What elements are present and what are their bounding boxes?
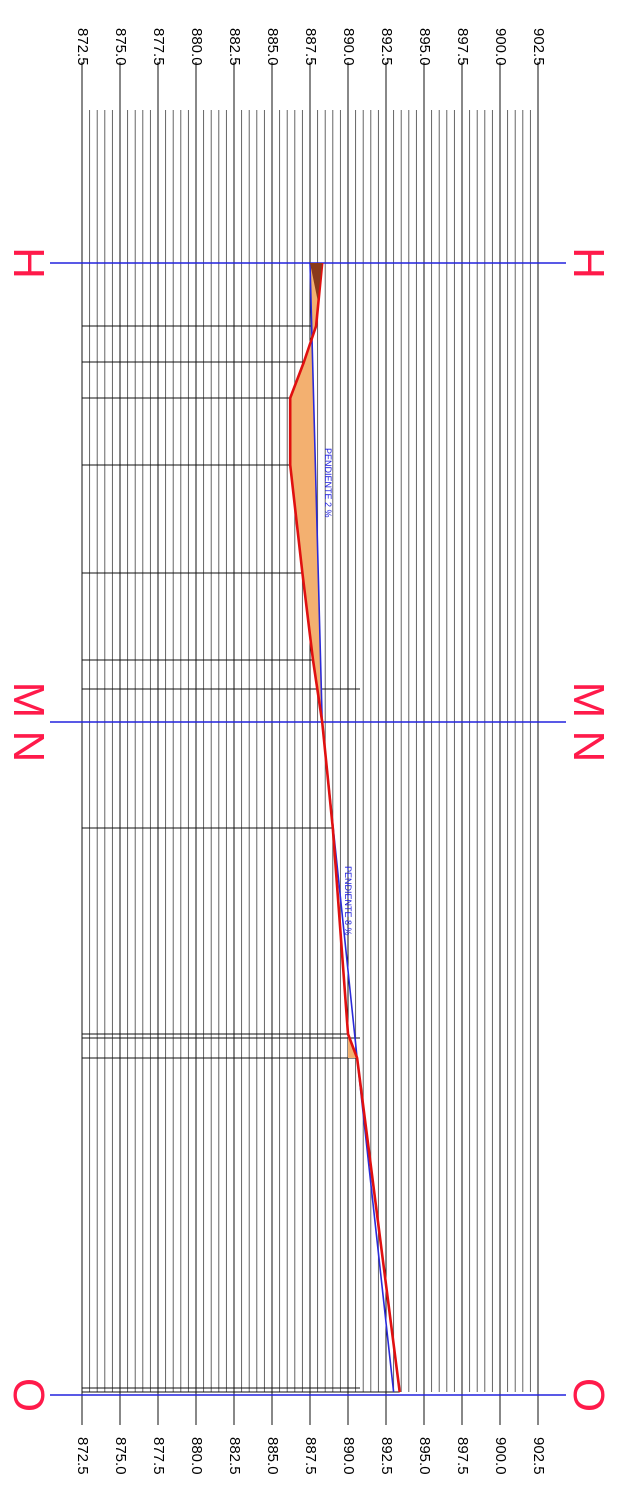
elevation-tick-label-top: 877.5	[150, 28, 167, 66]
elevation-tick-label-top: 885.0	[264, 28, 281, 66]
elevation-tick-label-bottom: 900.0	[492, 1437, 509, 1475]
station-label-right: H	[564, 247, 613, 279]
station-layer: H H M N M N O O	[4, 247, 613, 1412]
start-wedge	[310, 263, 323, 300]
elevation-tick-label-top: 892.5	[378, 28, 395, 66]
elevation-tick-label-top: 890.0	[340, 28, 357, 66]
elevation-tick-label-top: 882.5	[226, 28, 243, 66]
elevation-tick-label-bottom: 892.5	[378, 1437, 395, 1475]
station-label-right: O	[564, 1378, 613, 1412]
slope-annotation-2pct: PENDIENTE 2 %	[323, 448, 333, 518]
elevation-tick-label-bottom: 885.0	[264, 1437, 281, 1475]
elevation-tick-label-bottom: 902.5	[530, 1437, 547, 1475]
section-row-lines	[82, 262, 400, 1393]
elevation-tick-label-bottom: 877.5	[150, 1437, 167, 1475]
elevation-tick-label-top: 887.5	[302, 28, 319, 66]
elevation-tick-label-top: 900.0	[492, 28, 509, 66]
elevation-tick-label-bottom: 887.5	[302, 1437, 319, 1475]
elevation-tick-label-top: 897.5	[454, 28, 471, 66]
elevation-tick-label-top: 875.0	[112, 28, 129, 66]
station-label-left: H	[4, 247, 53, 279]
terrain-line	[288, 262, 401, 1393]
station-label-left: O	[4, 1378, 53, 1412]
elevation-tick-label-top: 902.5	[530, 28, 547, 66]
elevation-tick-label-bottom: 872.5	[74, 1437, 91, 1475]
elevation-tick-label-bottom: 880.0	[188, 1437, 205, 1475]
elevation-tick-label-top: 880.0	[188, 28, 205, 66]
elevation-tick-label-top: 872.5	[74, 28, 91, 66]
slope-annotation-8pct: PENDIENTE 8 %	[343, 866, 353, 936]
grade-line	[309, 262, 395, 1393]
elevation-tick-labels: 872.5 875.0 877.5 880.0 882.5 885.0 887.5 890.0…	[74, 28, 547, 1475]
elevation-tick-label-bottom: 882.5	[226, 1437, 243, 1475]
elevation-tick-label-bottom: 897.5	[454, 1437, 471, 1475]
elevation-tick-label-top: 895.0	[416, 28, 433, 66]
elevation-tick-label-bottom: 895.0	[416, 1437, 433, 1475]
elevation-tick-label-bottom: 875.0	[112, 1437, 129, 1475]
station-label-left: M N	[4, 682, 53, 763]
station-label-right: M N	[564, 682, 613, 763]
elevation-tick-label-bottom: 890.0	[340, 1437, 357, 1475]
